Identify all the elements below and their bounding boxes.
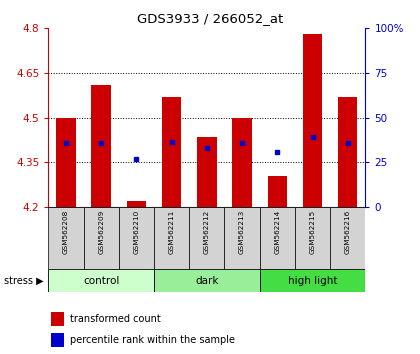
Bar xyxy=(260,269,365,292)
Bar xyxy=(162,97,181,207)
Text: GSM562212: GSM562212 xyxy=(204,210,210,255)
Bar xyxy=(303,34,322,207)
Text: high light: high light xyxy=(288,275,337,286)
Text: GSM562216: GSM562216 xyxy=(345,210,351,255)
Text: dark: dark xyxy=(195,275,218,286)
Bar xyxy=(48,207,84,269)
Text: GSM562213: GSM562213 xyxy=(239,210,245,255)
Bar xyxy=(268,176,287,207)
Bar xyxy=(232,118,252,207)
Bar xyxy=(154,269,260,292)
Bar xyxy=(330,207,365,269)
Text: GSM562210: GSM562210 xyxy=(134,210,139,255)
Text: transformed count: transformed count xyxy=(71,314,161,324)
Bar xyxy=(56,118,76,207)
Bar xyxy=(260,207,295,269)
Bar xyxy=(52,333,64,347)
Text: percentile rank within the sample: percentile rank within the sample xyxy=(71,335,236,345)
Bar xyxy=(154,207,189,269)
Bar xyxy=(197,137,217,207)
Text: GSM562209: GSM562209 xyxy=(98,210,104,255)
Text: control: control xyxy=(83,275,119,286)
Bar xyxy=(119,207,154,269)
Bar xyxy=(84,207,119,269)
Text: GDS3933 / 266052_at: GDS3933 / 266052_at xyxy=(137,12,283,25)
Bar xyxy=(338,97,357,207)
Bar xyxy=(189,207,224,269)
Bar xyxy=(48,269,154,292)
Bar xyxy=(52,312,64,326)
Bar xyxy=(92,85,111,207)
Bar xyxy=(127,201,146,207)
Text: GSM562215: GSM562215 xyxy=(310,210,315,255)
Text: GSM562214: GSM562214 xyxy=(274,210,280,255)
Text: stress ▶: stress ▶ xyxy=(4,275,44,286)
Bar xyxy=(295,207,330,269)
Bar xyxy=(224,207,260,269)
Text: GSM562208: GSM562208 xyxy=(63,210,69,255)
Text: GSM562211: GSM562211 xyxy=(168,210,175,255)
